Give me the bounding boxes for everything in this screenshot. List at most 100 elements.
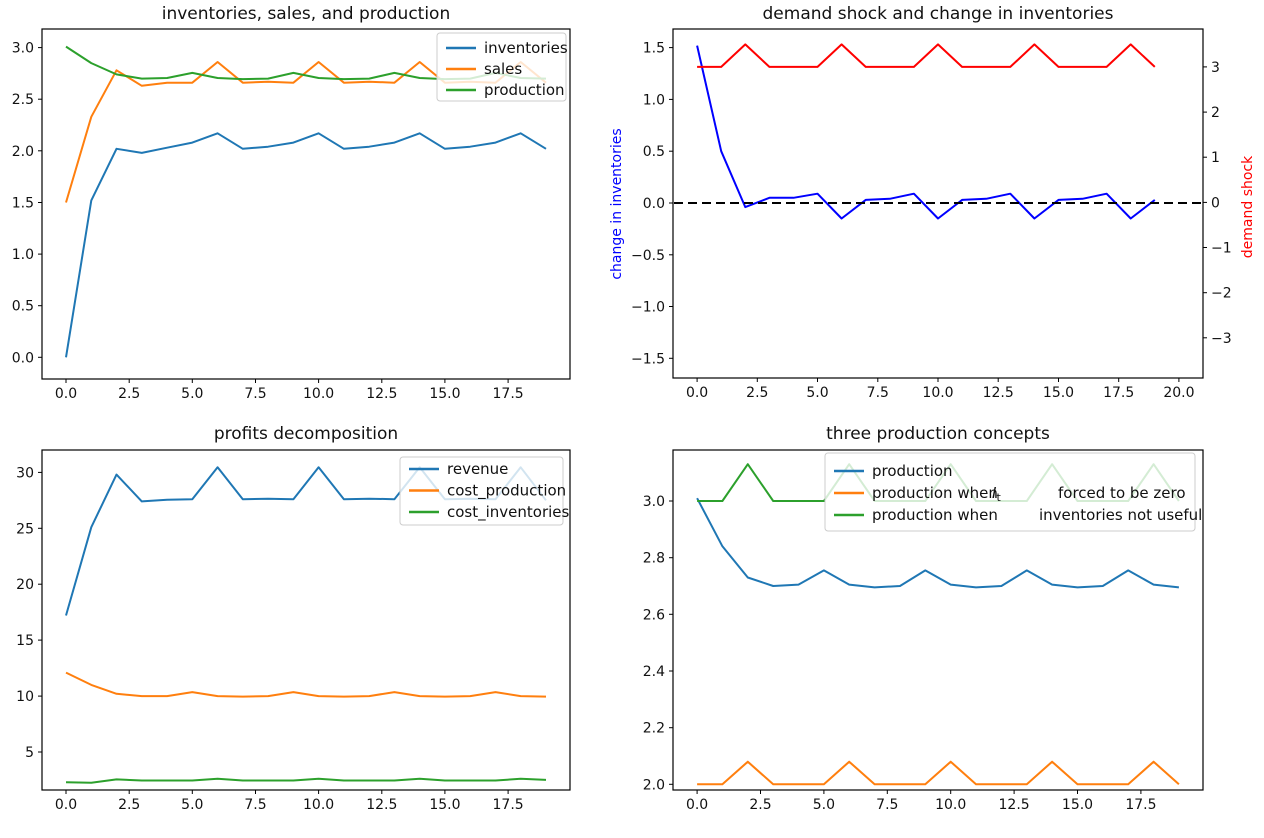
line-demand-shock: [697, 43, 1156, 68]
y-tick-label: 30: [16, 465, 34, 481]
legend-label: production when: [872, 506, 998, 524]
line-production-when-i_t-forced-to-be-zero: [697, 760, 1180, 786]
line-production: [696, 497, 1180, 589]
x-tick-label: 15.0: [1043, 385, 1074, 401]
y-tick-label: 1.5: [643, 41, 665, 57]
subplot-1: 0.0 2.5 5.0 7.5 10.0 12.5 15.0 17.5 0.0 0.5 1.0 1.5…: [12, 28, 571, 402]
legend-label: cost_inventories: [447, 503, 570, 522]
axes-frame: [41, 449, 571, 791]
y-tick-label: 2.0: [643, 777, 665, 793]
x-tick-label: 12.5: [366, 797, 397, 813]
chart-title-three-production-concepts: three production concepts: [826, 424, 1050, 444]
ylabel-demand-shock: demand shock: [1240, 155, 1256, 259]
y-right-tick-label: 0: [1211, 195, 1220, 211]
y-right-tick-label: 1: [1211, 150, 1220, 166]
x-tick-label: 17.5: [1125, 797, 1156, 813]
x-tick-label: 7.5: [867, 385, 889, 401]
y-tick-label: 15: [16, 633, 34, 649]
x-tick-label: 17.5: [1103, 385, 1134, 401]
y-tick-label: 1.0: [643, 92, 665, 108]
x-tick-label: 15.0: [429, 797, 460, 813]
axes-frame: [41, 28, 571, 380]
legend-box: [399, 456, 564, 526]
x-tick-label: 7.5: [244, 386, 266, 402]
y-tick-label: 1.5: [12, 196, 34, 212]
x-tick-label: 0.0: [686, 385, 708, 401]
legend-label-post: forced to be zero: [1058, 484, 1186, 502]
y-tick-label: 2.2: [643, 721, 665, 737]
x-tick-label: 5.0: [813, 797, 835, 813]
y-tick-label: 5: [25, 745, 34, 761]
x-tick-label: 0.0: [55, 386, 77, 402]
y-right-tick-label: −2: [1211, 286, 1232, 302]
legend-label: revenue: [447, 460, 508, 478]
x-tick-label: 5.0: [181, 386, 203, 402]
y-tick-label: 25: [16, 521, 34, 537]
x-tick-label: 10.0: [303, 386, 334, 402]
y-tick-label: 2.8: [643, 551, 665, 567]
x-tick-label: 12.5: [999, 797, 1030, 813]
y-tick-label: −1.0: [631, 300, 665, 316]
chart-title-inventories-sales-production: inventories, sales, and production: [161, 4, 451, 24]
line-cost_production: [65, 671, 547, 698]
legend-label: production: [484, 81, 565, 99]
subplot-4: 0.0 2.5 5.0 7.5 10.0 12.5 15.0 17.5 2.0 2.2 2.4 2.6…: [643, 449, 1204, 813]
y-tick-label: 2.4: [643, 664, 665, 680]
axes-frame: [672, 449, 1204, 791]
x-tick-label: 0.0: [55, 797, 77, 813]
line-inventories: [65, 132, 547, 358]
y-right-tick-label: −3: [1211, 331, 1232, 347]
y-tick-label: 0.5: [643, 144, 665, 160]
x-tick-label: 2.5: [746, 385, 768, 401]
legend-label: sales: [484, 60, 522, 78]
x-tick-label: 5.0: [181, 797, 203, 813]
legend-label: inventories: [484, 39, 568, 57]
ylabel-change-in-inventories: change in inventories: [609, 128, 625, 280]
y-tick-label: 1.0: [12, 247, 34, 263]
x-tick-label: 7.5: [244, 797, 266, 813]
subplot-2: 0.0 2.5 5.0 7.5 10.0 12.5 15.0 17.5 20.0−1.5−1.0…: [631, 28, 1232, 401]
chart-title-demand-shock: demand shock and change in inventories: [762, 4, 1114, 24]
y-right-tick-label: −1: [1211, 241, 1232, 257]
y-tick-label: 20: [16, 577, 34, 593]
x-tick-label: 5.0: [806, 385, 828, 401]
legend-label: cost_production: [447, 482, 566, 501]
line-change-in-inventories: [696, 45, 1156, 220]
y-tick-label: 0.0: [12, 350, 34, 366]
y-tick-label: 2.5: [12, 92, 34, 108]
y-tick-label: −0.5: [631, 248, 665, 264]
x-tick-label: 10.0: [935, 797, 966, 813]
chart-title-profits-decomposition: profits decomposition: [213, 424, 399, 444]
legend-box: [436, 32, 567, 102]
x-tick-label: 15.0: [1062, 797, 1093, 813]
y-tick-label: 0.5: [12, 299, 34, 315]
y-tick-label: 2.6: [643, 607, 665, 623]
y-tick-label: 3.0: [12, 41, 34, 57]
y-tick-label: 0.0: [643, 196, 665, 212]
x-tick-label: 0.0: [686, 797, 708, 813]
x-tick-label: 17.5: [493, 797, 524, 813]
y-right-tick-label: 2: [1211, 105, 1220, 121]
x-tick-label: 10.0: [922, 385, 953, 401]
x-tick-label: 7.5: [876, 797, 898, 813]
y-tick-label: 3.0: [643, 494, 665, 510]
x-tick-label: 2.5: [118, 797, 140, 813]
x-tick-label: 20.0: [1163, 385, 1194, 401]
x-tick-label: 2.5: [749, 797, 771, 813]
x-tick-label: 10.0: [303, 797, 334, 813]
legend-label: production when: [872, 484, 998, 502]
y-tick-label: 10: [16, 689, 34, 705]
x-tick-label: 17.5: [493, 386, 524, 402]
legend-box: [824, 452, 1196, 532]
x-tick-label: 12.5: [983, 385, 1014, 401]
y-tick-label: 2.0: [12, 144, 34, 160]
x-tick-label: 2.5: [118, 386, 140, 402]
y-tick-label: −1.5: [631, 351, 665, 367]
x-tick-label: 12.5: [366, 386, 397, 402]
line-cost_inventories: [65, 777, 547, 784]
subplot-3: 0.0 2.5 5.0 7.5 10.0 12.5 15.0 17.5 5 10 15 20 25 30 r…: [16, 449, 571, 813]
x-tick-label: 15.0: [429, 386, 460, 402]
legend-math-It: It: [992, 484, 1001, 504]
